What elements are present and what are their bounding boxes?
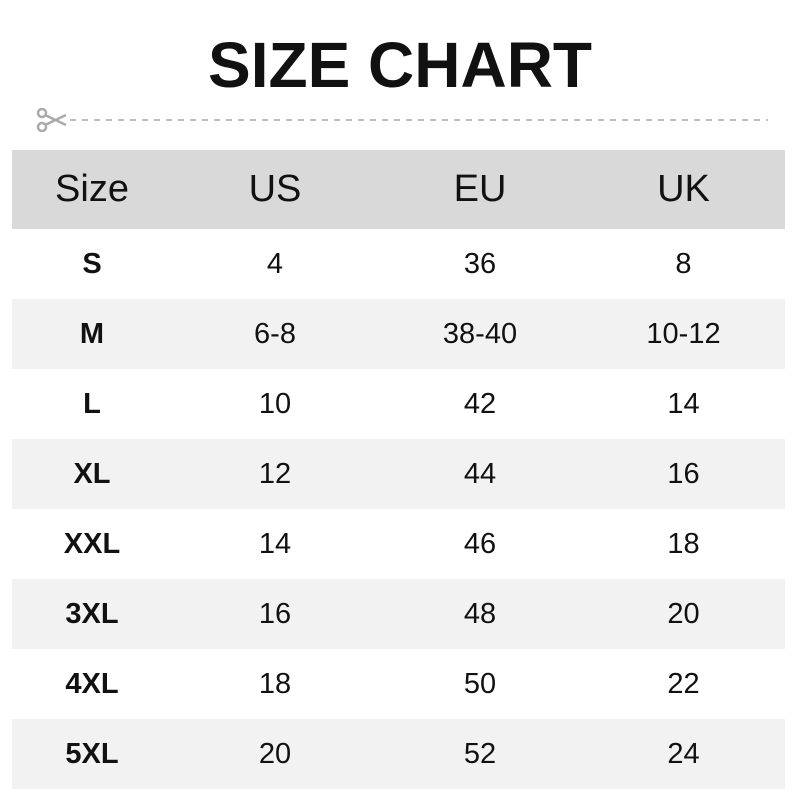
table-row: M 6-8 38-40 10-12 — [12, 299, 785, 369]
cell-us: 14 — [258, 527, 292, 560]
cell-uk: 20 — [667, 597, 700, 630]
cell-uk: 24 — [667, 737, 700, 770]
cell-eu: 42 — [463, 387, 497, 420]
cell-size: XL — [73, 457, 111, 490]
table-row: XL 12 44 16 — [12, 439, 785, 509]
size-table: Size US EU UK S 4 36 8 M 6-8 38-40 10-12 L 10 42 14… — [12, 150, 785, 789]
cell-size: L — [83, 387, 101, 420]
cell-eu: 36 — [463, 247, 497, 280]
header-uk: UK — [657, 168, 710, 210]
cell-size: S — [82, 247, 102, 280]
cell-us: 12 — [258, 457, 292, 490]
cell-eu: 46 — [463, 527, 497, 560]
cell-size: 5XL — [65, 737, 119, 770]
cell-eu: 50 — [463, 667, 497, 700]
table-row: S 4 36 8 — [12, 229, 785, 299]
header-us: US — [248, 168, 302, 210]
cell-uk: 8 — [675, 247, 692, 280]
cell-size: 4XL — [65, 667, 119, 700]
scissors-icon — [36, 108, 67, 132]
cell-us: 4 — [266, 247, 284, 280]
table-row: L 10 42 14 — [12, 369, 785, 439]
cell-uk: 10-12 — [646, 317, 721, 350]
table-header: Size US EU UK — [12, 150, 785, 229]
cell-us: 10 — [258, 387, 292, 420]
cell-size: 3XL — [65, 597, 119, 630]
table-row: 4XL 18 50 22 — [12, 649, 785, 719]
cell-uk: 16 — [667, 457, 700, 490]
cell-eu: 52 — [463, 737, 497, 770]
cut-line — [36, 108, 768, 132]
cell-us: 20 — [258, 737, 292, 770]
header-eu: EU — [453, 168, 507, 210]
table-row: XXL 14 46 18 — [12, 509, 785, 579]
page-title: SIZE CHART — [208, 29, 592, 101]
table-row: 5XL 20 52 24 — [12, 719, 785, 789]
cell-uk: 18 — [667, 527, 700, 560]
cell-eu: 48 — [463, 597, 497, 630]
cell-uk: 22 — [667, 667, 700, 700]
cell-eu: 38-40 — [442, 317, 518, 350]
cell-us: 16 — [258, 597, 292, 630]
cell-eu: 44 — [463, 457, 497, 490]
table-row: 3XL 16 48 20 — [12, 579, 785, 649]
cell-us: 18 — [258, 667, 292, 700]
header-size: Size — [55, 168, 129, 210]
cell-size: XXL — [63, 527, 121, 560]
cell-size: M — [79, 317, 105, 350]
cell-uk: 14 — [667, 387, 700, 420]
cell-us: 6-8 — [254, 317, 296, 350]
